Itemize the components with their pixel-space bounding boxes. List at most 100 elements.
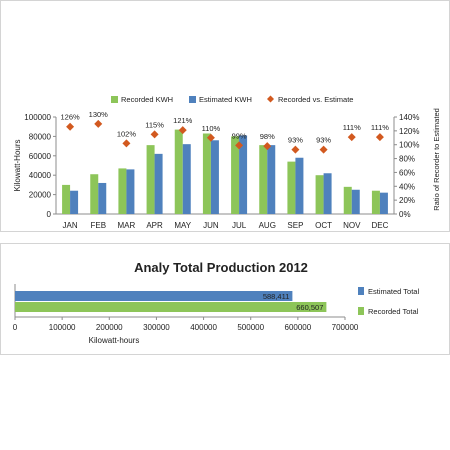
annual-total-chart: Analy Total Production 2012 0 100000 20000… (13, 260, 420, 345)
y2-tick-label: 80% (399, 155, 415, 164)
bar-estimated (70, 190, 79, 214)
ratio-marker (319, 145, 328, 154)
y2-tick-label: 0% (399, 210, 411, 219)
legend-swatch-estimated-total (358, 287, 364, 295)
ratio-data-label: 93% (316, 136, 331, 145)
ratio-marker (291, 145, 300, 154)
y-tick-label: 40000 (29, 171, 52, 180)
legend-label-estimated-total: Estimated Total (368, 287, 419, 296)
bar-estimated (154, 153, 163, 214)
bar-recorded (146, 145, 155, 214)
bar-label-estimated-total: 588,411 (263, 292, 290, 301)
bar-label-recorded-total: 660,507 (296, 303, 323, 312)
x-tick-label: DEC (371, 221, 388, 230)
bar-recorded (118, 168, 127, 214)
bar-estimated (182, 144, 191, 214)
y2-tick-label: 100% (399, 141, 419, 150)
x-tick-label: JAN (63, 221, 78, 230)
ratio-marker (235, 141, 244, 150)
x-tick-label: 300000 (143, 323, 170, 332)
bars (62, 129, 388, 214)
ratio-marker (122, 139, 131, 148)
x-tick-label: APR (146, 221, 163, 230)
ratio-data-label: 111% (343, 123, 361, 132)
x-tick-label: JUN (203, 221, 219, 230)
annual-total-chart-panel: Analy Total Production 2012 0 100000 20000… (0, 243, 450, 355)
ratio-marker (150, 130, 159, 139)
legend-swatch-estimated (189, 96, 196, 103)
bar-estimated (351, 189, 360, 214)
ratio-marker (178, 126, 187, 135)
ratio-marker (206, 133, 215, 142)
ratio-marker (263, 142, 272, 151)
y2-axis-title: Ratio of Recorder to Estimated (432, 108, 441, 211)
x-tick-label: 0 (13, 323, 18, 332)
bar-estimated (98, 182, 107, 214)
x-tick-label: FEB (90, 221, 106, 230)
bar-estimated-total (15, 291, 293, 301)
bar-recorded (174, 129, 183, 214)
ratio-data-label: 126% (60, 113, 80, 122)
bar-recorded (371, 190, 380, 214)
y-tick-label: 60000 (29, 152, 52, 161)
ratio-data-label: 99% (232, 131, 247, 140)
axes: 0 100000 200000 300000 400000 500000 600000 700… (13, 284, 359, 345)
y-tick-label: 20000 (29, 191, 52, 200)
bar-estimated (379, 192, 388, 214)
y2-tick-label: 140% (399, 113, 419, 122)
x-tick-label: 600000 (285, 323, 312, 332)
y2-tick-label: 120% (399, 127, 419, 136)
monthly-chart-panel: Recorded KWH Estimated KWH Recorded vs. Es… (0, 0, 450, 232)
x-tick-label: MAY (174, 221, 191, 230)
legend-label-estimated: Estimated KWH (199, 95, 252, 104)
legend-label-recorded-total: Recorded Total (368, 307, 419, 316)
bar-estimated (295, 157, 304, 214)
ratio-data-label: 110% (202, 124, 221, 133)
bar-recorded-total (15, 302, 327, 312)
bar-estimated (126, 169, 135, 214)
x-tick-label: 500000 (237, 323, 264, 332)
x-tick-label: JUL (232, 221, 247, 230)
bar-recorded (287, 161, 296, 214)
axes: 0 20000 40000 60000 80000 100000 0% 20% 40% 60% 80… (13, 108, 441, 230)
bar-recorded (202, 133, 211, 214)
ratio-markers: 126% 130% 102% 115% 121% 110% 99% 98% 93% 93% 111%… (60, 110, 389, 154)
bar-recorded (343, 186, 352, 214)
bar-estimated (267, 145, 276, 214)
legend: Estimated Total Recorded Total (358, 287, 419, 316)
ratio-marker (94, 119, 103, 128)
y-tick-label: 0 (47, 210, 52, 219)
ratio-data-label: 111% (371, 123, 389, 132)
bar-estimated (210, 140, 219, 214)
y-tick-label: 80000 (29, 132, 52, 141)
bar-estimated (323, 173, 332, 214)
bar-estimated (239, 135, 248, 214)
ratio-marker (66, 122, 75, 131)
x-tick-label: SEP (287, 221, 303, 230)
x-axis-title: Kilowatt-hours (89, 336, 140, 345)
ratio-marker (375, 133, 384, 142)
ratio-data-label: 98% (260, 132, 275, 141)
ratio-marker (347, 133, 356, 142)
legend-label-recorded: Recorded KWH (121, 95, 173, 104)
y2-tick-label: 20% (399, 196, 415, 205)
x-tick-label: 100000 (49, 323, 76, 332)
x-tick-label: OCT (315, 221, 332, 230)
bar-recorded (259, 145, 268, 214)
bars: 588,411 660,507 (15, 291, 327, 312)
x-tick-label: MAR (118, 221, 136, 230)
x-tick-label: 700000 (332, 323, 359, 332)
legend: Recorded KWH Estimated KWH Recorded vs. Es… (111, 95, 353, 104)
legend-swatch-recorded (111, 96, 118, 103)
ratio-data-label: 93% (288, 136, 303, 145)
x-tick-label: NOV (343, 221, 361, 230)
bar-recorded (62, 184, 71, 214)
ratio-data-label: 115% (145, 120, 164, 129)
legend-swatch-recorded-total (358, 307, 364, 315)
x-tick-label: AUG (259, 221, 276, 230)
y2-tick-label: 40% (399, 182, 415, 191)
ratio-data-label: 121% (173, 116, 193, 125)
y2-tick-label: 60% (399, 168, 415, 177)
x-tick-label: 200000 (96, 323, 123, 332)
ratio-data-label: 130% (89, 110, 109, 119)
